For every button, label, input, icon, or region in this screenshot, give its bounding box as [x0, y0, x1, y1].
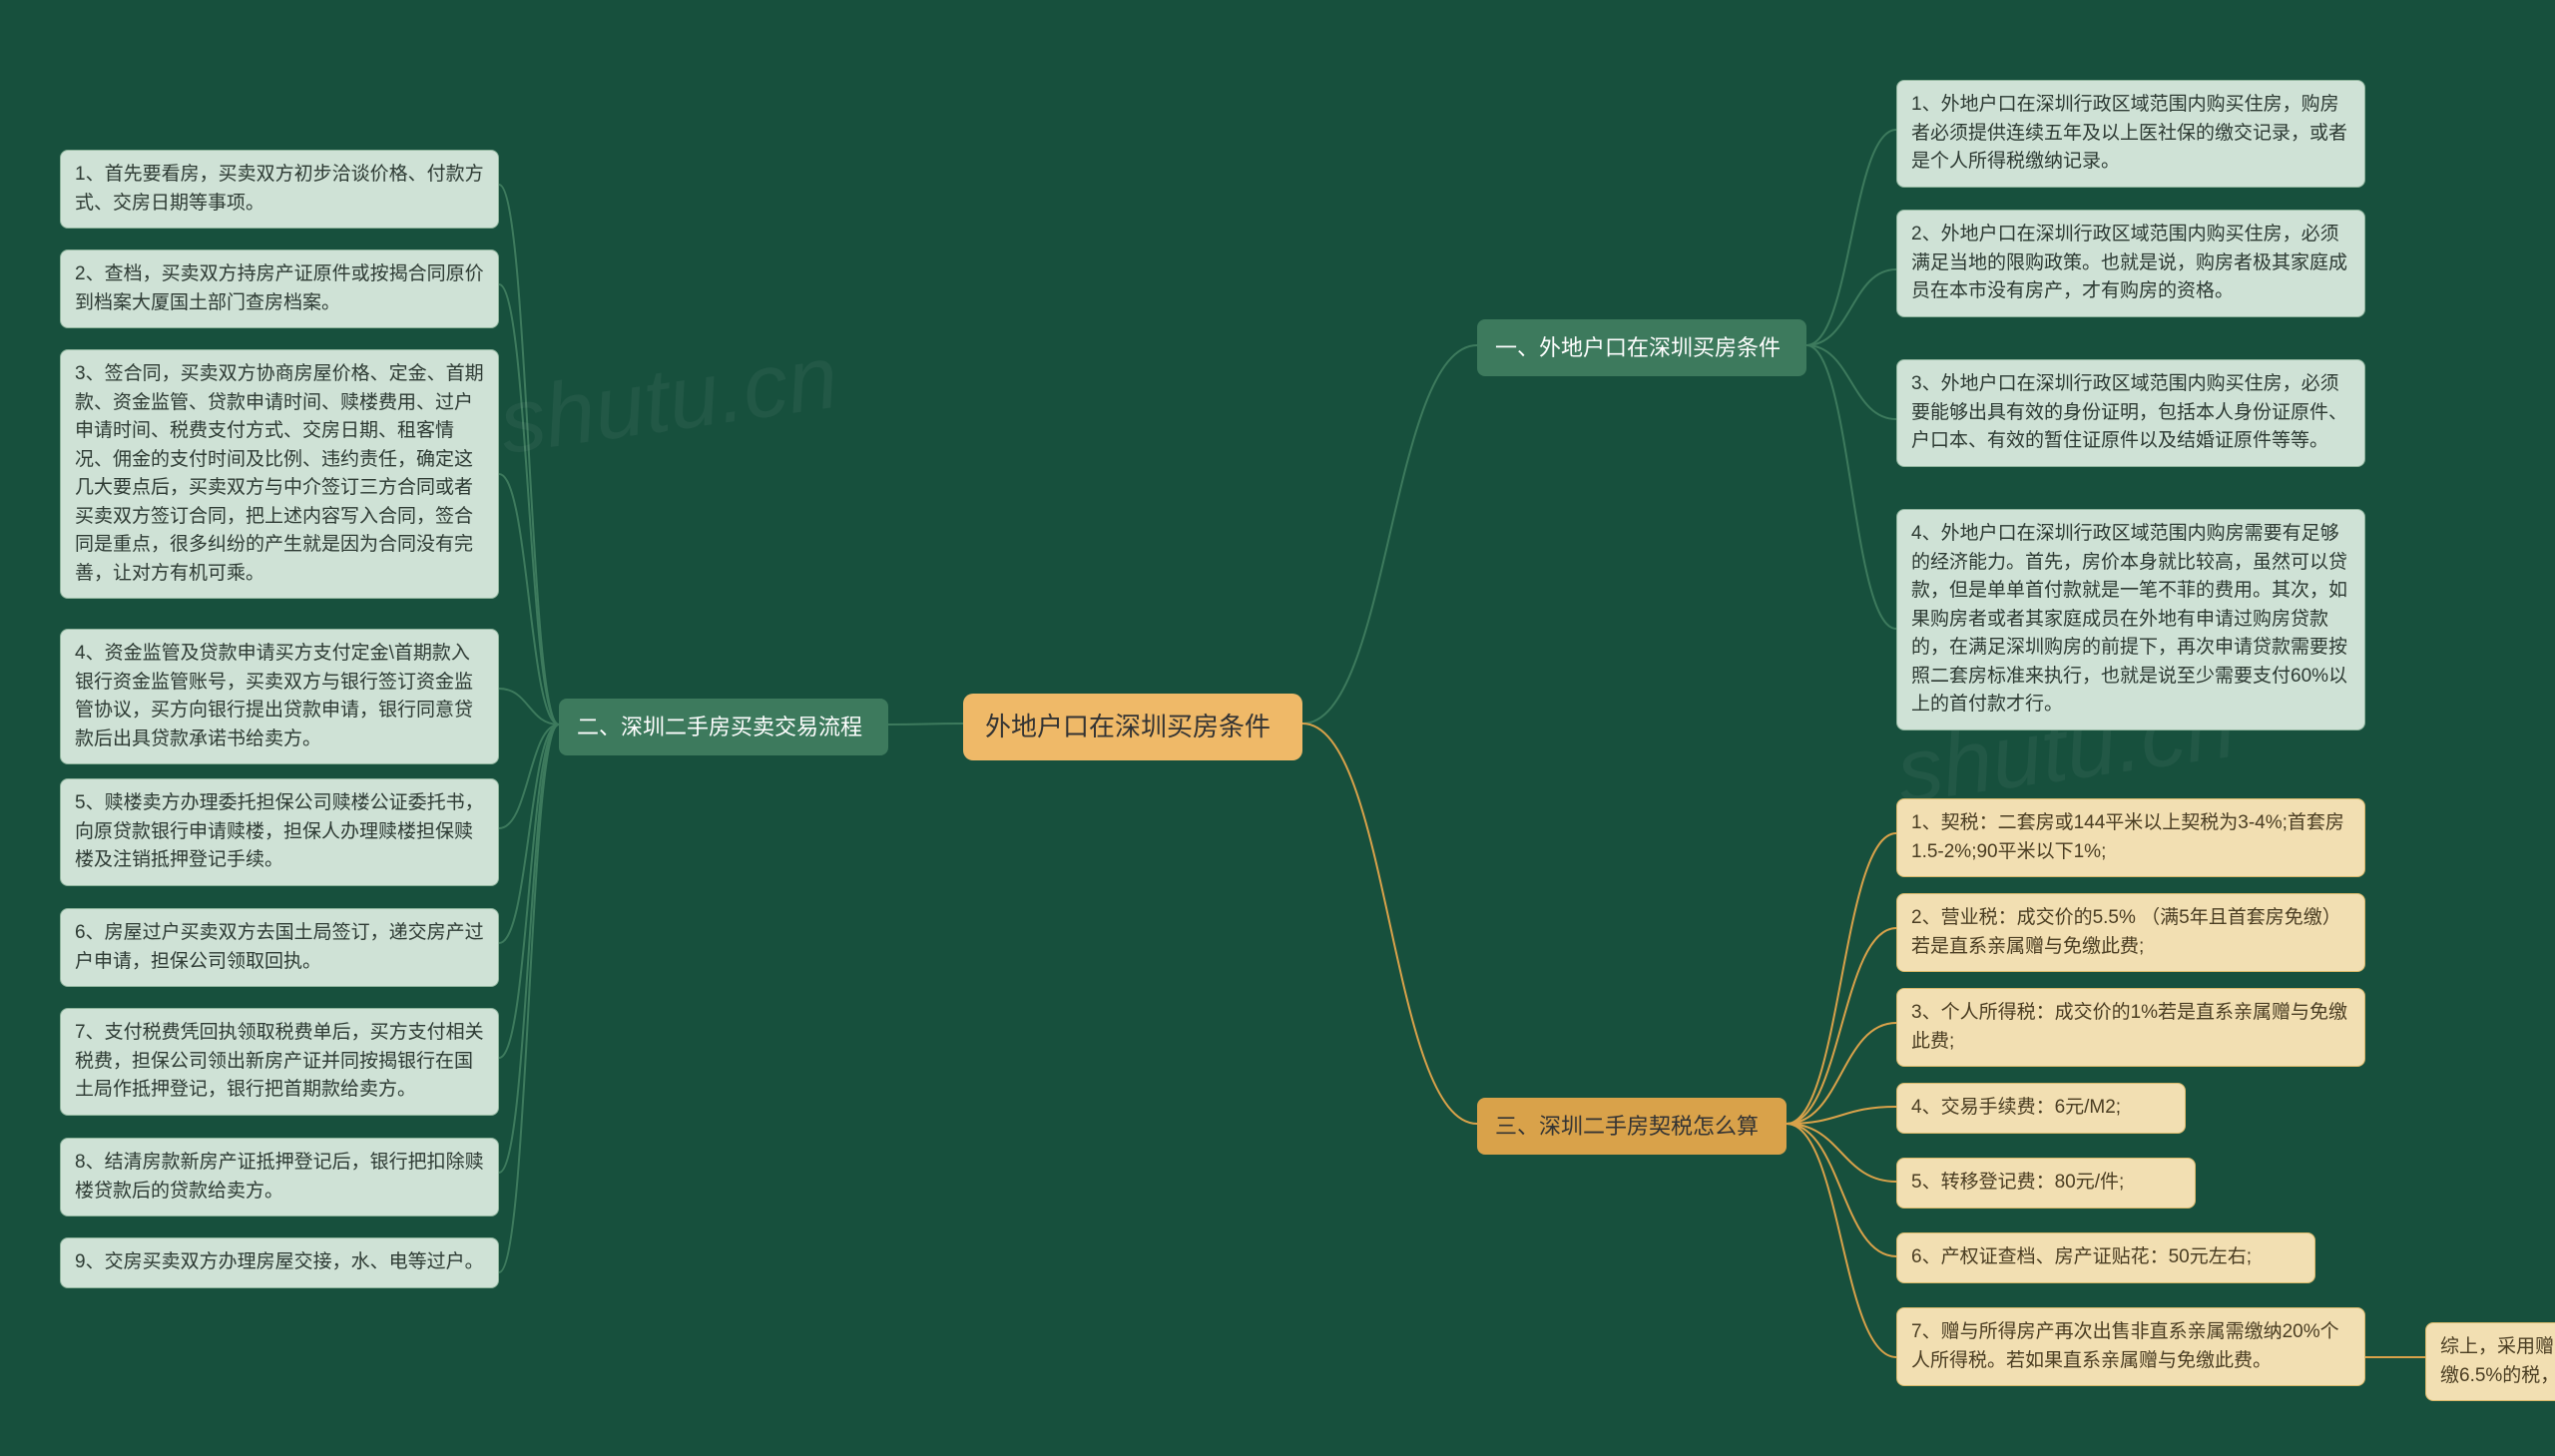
leaf-node: 7、赠与所得房产再次出售非直系亲属需缴纳20%个人所得税。若如果直系亲属赠与免缴… — [1896, 1307, 2365, 1386]
leaf-node: 3、签合同，买卖双方协商房屋价格、定金、首期款、资金监管、贷款申请时间、赎楼费用… — [60, 349, 499, 599]
leaf-node: 4、外地户口在深圳行政区域范围内购房需要有足够的经济能力。首先，房价本身就比较高… — [1896, 509, 2365, 730]
branch-node: 二、深圳二手房买卖交易流程 — [559, 699, 888, 755]
leaf-node: 2、查档，买卖双方持房产证原件或按揭合同原价到档案大厦国土部门查房档案。 — [60, 249, 499, 328]
leaf-node: 4、交易手续费：6元/M2; — [1896, 1083, 2186, 1134]
leaf-node: 6、房屋过户买卖双方去国土局签订，递交房产过户申请，担保公司领取回执。 — [60, 908, 499, 987]
leaf-node: 7、支付税费凭回执领取税费单后，买方支付相关税费，担保公司领出新房产证并同按揭银… — [60, 1008, 499, 1116]
leaf-node: 1、首先要看房，买卖双方初步洽谈价格、付款方式、交房日期等事项。 — [60, 150, 499, 229]
leaf-node: 1、契税：二套房或144平米以上契税为3-4%;首套房1.5-2%;90平米以下… — [1896, 798, 2365, 877]
leaf-node: 3、外地户口在深圳行政区域范围内购买住房，必须要能够出具有效的身份证明，包括本人… — [1896, 359, 2365, 467]
leaf-node: 8、结清房款新房产证抵押登记后，银行把扣除赎楼贷款后的贷款给卖方。 — [60, 1138, 499, 1216]
leaf-node: 2、营业税：成交价的5.5% （满5年且首套房免缴）若是直系亲属赠与免缴此费; — [1896, 893, 2365, 972]
leaf-node: 5、赎楼卖方办理委托担保公司赎楼公证委托书，向原贷款银行申请赎楼，担保人办理赎楼… — [60, 778, 499, 886]
watermark: shutu.cn — [493, 326, 843, 475]
leaf-node: 9、交房买卖双方办理房屋交接，水、电等过户。 — [60, 1237, 499, 1288]
leaf-node: 1、外地户口在深圳行政区域范围内购买住房，购房者必须提供连续五年及以上医社保的缴… — [1896, 80, 2365, 188]
leaf-node: 5、转移登记费：80元/件; — [1896, 1158, 2196, 1209]
leaf-node: 2、外地户口在深圳行政区域范围内购买住房，必须满足当地的限购政策。也就是说，购房… — [1896, 210, 2365, 317]
leaf-node: 3、个人所得税：成交价的1%若是直系亲属赠与免缴此费; — [1896, 988, 2365, 1067]
branch-node: 一、外地户口在深圳买房条件 — [1477, 319, 1806, 376]
leaf-sub-node: 综上，采用赠与手段过户，你可以免缴6.5%的税，但是公证费会收取2%。 — [2425, 1322, 2555, 1401]
leaf-node: 6、产权证查档、房产证贴花：50元左右; — [1896, 1232, 2315, 1283]
leaf-node: 4、资金监管及贷款申请买方支付定金\首期款入银行资金监管账号，买卖双方与银行签订… — [60, 629, 499, 764]
branch-node: 三、深圳二手房契税怎么算 — [1477, 1098, 1787, 1155]
root-node: 外地户口在深圳买房条件 — [963, 694, 1302, 760]
